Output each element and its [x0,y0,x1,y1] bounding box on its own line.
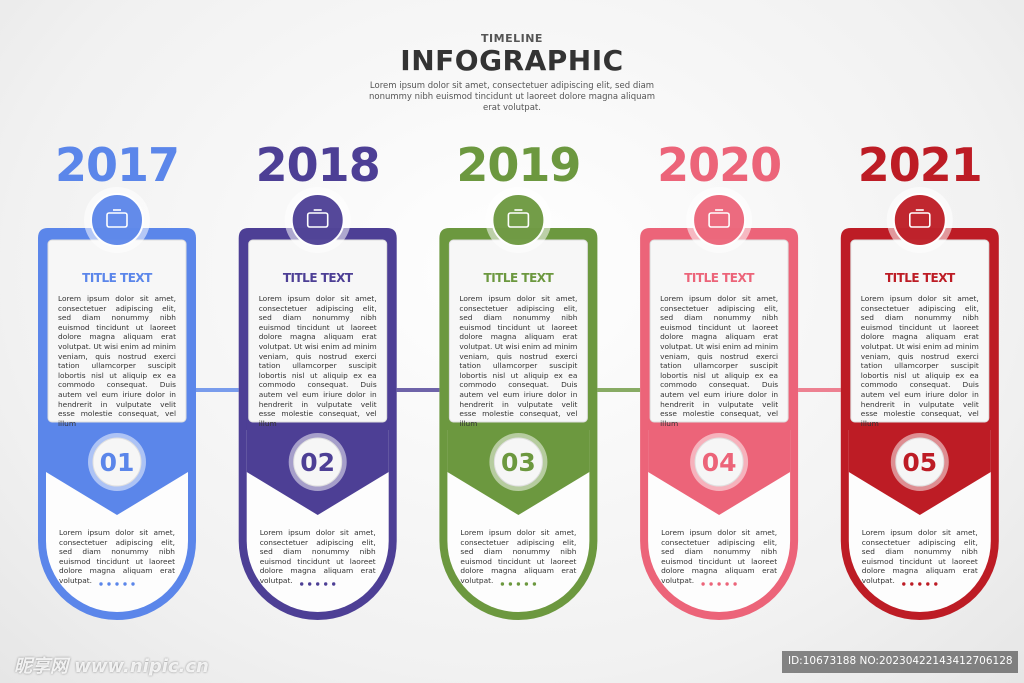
icon-badge [892,193,947,247]
icon-badge [90,193,144,247]
step-number: 03 [500,448,536,477]
watermark-id: ID:10673188 NO:20230422143412706128 [788,655,1013,667]
dot [918,582,922,586]
dot [701,582,705,586]
dot [733,582,737,586]
step-body: Lorem ipsum dolor sit amet, consectetuer… [58,294,176,428]
icon-badge [290,193,345,247]
dot [902,582,906,586]
step-body: Lorem ipsum dolor sit amet, consectetuer… [258,294,377,428]
step-title: TITLE TEXT [684,271,754,285]
subtitle: Lorem ipsum dolor sit amet, consectetuer… [369,81,655,113]
dot [725,582,729,586]
step-title: TITLE TEXT [483,271,554,285]
icon [708,212,730,228]
year: 2017 [54,138,180,192]
dot [516,582,521,586]
step-footer: Lorem ipsum dolor sit amet, consectetuer… [259,528,376,585]
year: 2020 [657,138,782,192]
icon [908,212,931,228]
dot [99,582,103,586]
dot [532,582,537,586]
step-title: TITLE TEXT [82,271,152,285]
number-badge [895,437,945,487]
dot [934,582,938,586]
year: 2021 [857,138,983,192]
dot [300,582,304,586]
icon [306,212,329,228]
dot [324,582,328,586]
number-badge [92,437,142,487]
step-body: Lorem ipsum dolor sit amet, consectetuer… [660,294,779,428]
number-badge [293,437,343,487]
number-badge [694,437,744,487]
dot [926,582,930,586]
step-footer: Lorem ipsum dolor sit amet, consectetuer… [59,528,175,585]
dot [524,582,529,586]
step-title: TITLE TEXT [282,271,353,285]
dot [910,582,914,586]
dot [107,582,111,586]
icon-badge [692,193,747,247]
dot [508,582,513,586]
icon-badge [491,193,546,247]
year: 2018 [255,138,381,192]
icon [106,212,128,228]
step-number: 01 [99,448,135,477]
step-body: Lorem ipsum dolor sit amet, consectetuer… [860,294,979,428]
step-footer: Lorem ipsum dolor sit amet, consectetuer… [460,528,577,585]
step-number: 02 [300,448,336,477]
year: 2019 [456,138,581,192]
dot [500,582,505,586]
step-body: Lorem ipsum dolor sit amet, consectetuer… [459,294,578,428]
step-footer: Lorem ipsum dolor sit amet, consectetuer… [861,528,978,585]
dot [316,582,320,586]
dot [308,582,312,586]
dot [709,582,713,586]
watermark-site: 昵享网 www.nipic.cn [14,656,209,677]
step-footer: Lorem ipsum dolor sit amet, consectetuer… [661,528,778,585]
dot [131,582,135,586]
kicker: TIMELINE [481,32,543,45]
watermark-band [782,651,1018,673]
step-number: 05 [902,448,938,477]
icon [507,212,530,228]
number-badge [493,437,543,487]
dot [332,582,336,586]
dot [123,582,127,586]
step-number: 04 [701,448,737,477]
dot [717,582,721,586]
page-title: INFOGRAPHIC [400,44,624,77]
step-title: TITLE TEXT [884,271,955,285]
dot [115,582,119,586]
